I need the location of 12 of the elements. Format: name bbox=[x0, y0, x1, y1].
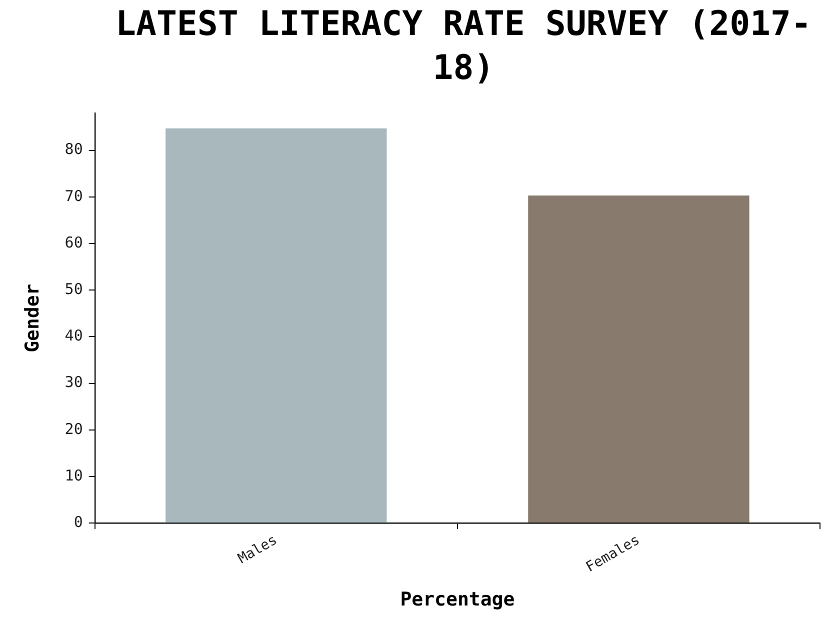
x-axis-title: Percentage bbox=[400, 588, 515, 611]
y-tick-label: 40 bbox=[64, 326, 83, 345]
y-axis-title: Gender bbox=[21, 284, 44, 352]
chart-title: LATEST LITERACY RATE SURVEY (2017-18) bbox=[114, 3, 812, 90]
y-tick-label: 70 bbox=[64, 186, 83, 205]
y-tick-label: 10 bbox=[64, 466, 83, 484]
y-tick-label: 60 bbox=[64, 233, 83, 252]
y-tick-label: 20 bbox=[64, 420, 83, 438]
y-tick-label: 50 bbox=[64, 280, 83, 298]
y-tick-label: 30 bbox=[64, 373, 83, 392]
y-tick-label: 80 bbox=[64, 140, 83, 158]
y-tick-label: 0 bbox=[74, 513, 83, 532]
